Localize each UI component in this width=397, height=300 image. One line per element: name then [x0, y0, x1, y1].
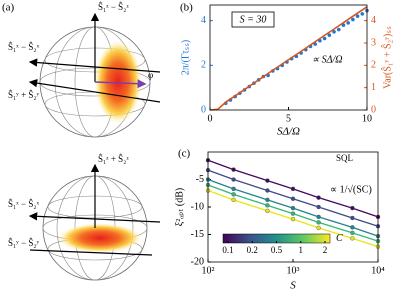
x-axis-label: SΔ/Ω	[277, 126, 300, 138]
panel-label: (a)	[2, 2, 15, 14]
data-point	[350, 230, 355, 236]
data-point	[322, 36, 327, 41]
y2-tick-label: 4	[371, 15, 376, 26]
data-point	[265, 197, 270, 203]
colorbar-label: C	[336, 233, 343, 244]
data-point	[360, 12, 365, 16]
annotation: ∝ SΔ/Ω	[312, 54, 343, 65]
y2-tick-label: 1	[371, 82, 376, 93]
data-point	[350, 215, 355, 221]
data-point	[290, 211, 296, 216]
data-point	[346, 21, 350, 25]
data-point	[231, 177, 236, 182]
y-tick-label: -5	[196, 174, 204, 185]
y2-tick-label: 2	[371, 60, 376, 71]
data-point	[265, 188, 270, 193]
sphere-bottom	[28, 163, 161, 281]
data-point	[231, 197, 236, 203]
axis-label: Ŝ₁ʸ + Ŝ₂ʸ	[8, 90, 40, 100]
data-point	[327, 33, 332, 37]
y-tick-label: -15	[191, 229, 204, 240]
axis-label: Ŝ₁ʸ − Ŝ₂ʸ	[8, 238, 40, 248]
x-tick-label: 0	[208, 113, 213, 124]
plot-frame	[209, 4, 368, 111]
x-axis-label: S	[290, 280, 296, 292]
annotation: SQL	[336, 153, 353, 163]
colorbar-tick-label: 0.2	[247, 245, 258, 255]
plot-frame	[207, 151, 379, 263]
y-axis-label: 2π/(Γtₛₛ)	[180, 40, 191, 76]
data-point	[290, 196, 296, 201]
y2-tick-label: 0	[371, 104, 376, 115]
annotation-box	[231, 11, 275, 28]
data-point	[350, 225, 355, 230]
data-point	[316, 225, 321, 231]
data-line	[209, 6, 368, 111]
data-point	[336, 27, 341, 32]
annotation: S = 30	[240, 14, 267, 25]
data-point	[231, 192, 236, 197]
data-point	[350, 205, 355, 211]
colorbar-tick-label: 0.1	[222, 245, 233, 255]
data-point	[231, 167, 236, 172]
axis-label: Ŝ₁ᶻ + Ŝ₂ᶻ	[98, 154, 129, 164]
colorbar-tick-label: 2	[323, 245, 328, 255]
y-tick-label: -20	[191, 256, 204, 267]
axis-label: Ŝ₁ˣ − Ŝ₂ˣ	[8, 42, 39, 52]
axis-label: Ŝ₁ˣ − Ŝ₂ˣ	[8, 199, 39, 209]
data-point	[290, 216, 296, 222]
data-point	[316, 220, 321, 225]
x-tick-label: 10³	[287, 265, 300, 276]
x-tick-label: 5	[286, 113, 291, 124]
data-point	[265, 178, 270, 183]
data-point	[332, 30, 336, 34]
data-point	[316, 195, 321, 200]
y-tick-label: 0	[201, 104, 206, 115]
data-point	[265, 208, 270, 214]
axis-label: Ŝ₁ᶻ − Ŝ₂ᶻ	[98, 2, 129, 12]
data-point	[350, 236, 355, 241]
angle-label: φ	[148, 70, 153, 80]
x-tick-label: 10⁴	[371, 265, 385, 276]
y-tick-label: 2	[201, 60, 206, 71]
data-point	[265, 203, 270, 208]
data-point	[351, 17, 355, 22]
data-point	[316, 214, 321, 220]
data-point	[316, 204, 321, 210]
y2-axis-label: Var(Ŝ₁ʸ + Ŝ₂ʸ)ₛₛ	[381, 26, 393, 89]
y-tick-label: 4	[201, 15, 206, 26]
y-tick-label: -10	[191, 201, 204, 212]
y2-tick-label: 3	[371, 37, 376, 48]
data-point	[355, 14, 360, 18]
sphere-top	[28, 12, 161, 138]
x-tick-label: 10²	[202, 265, 215, 276]
panel-label: (b)	[180, 2, 193, 14]
y-axis-label: ξ²ₒₚₜ (dB)	[174, 188, 185, 226]
data-point	[290, 205, 296, 211]
data-point	[290, 186, 296, 192]
annotation: ∝ 1/√(SC)	[330, 184, 372, 195]
data-point	[231, 186, 236, 192]
colorbar-tick-label: 0.5	[271, 245, 283, 255]
panel-label: (c)	[178, 148, 191, 160]
x-tick-label: 10	[362, 113, 372, 124]
colorbar-tick-label: 1	[299, 245, 304, 255]
